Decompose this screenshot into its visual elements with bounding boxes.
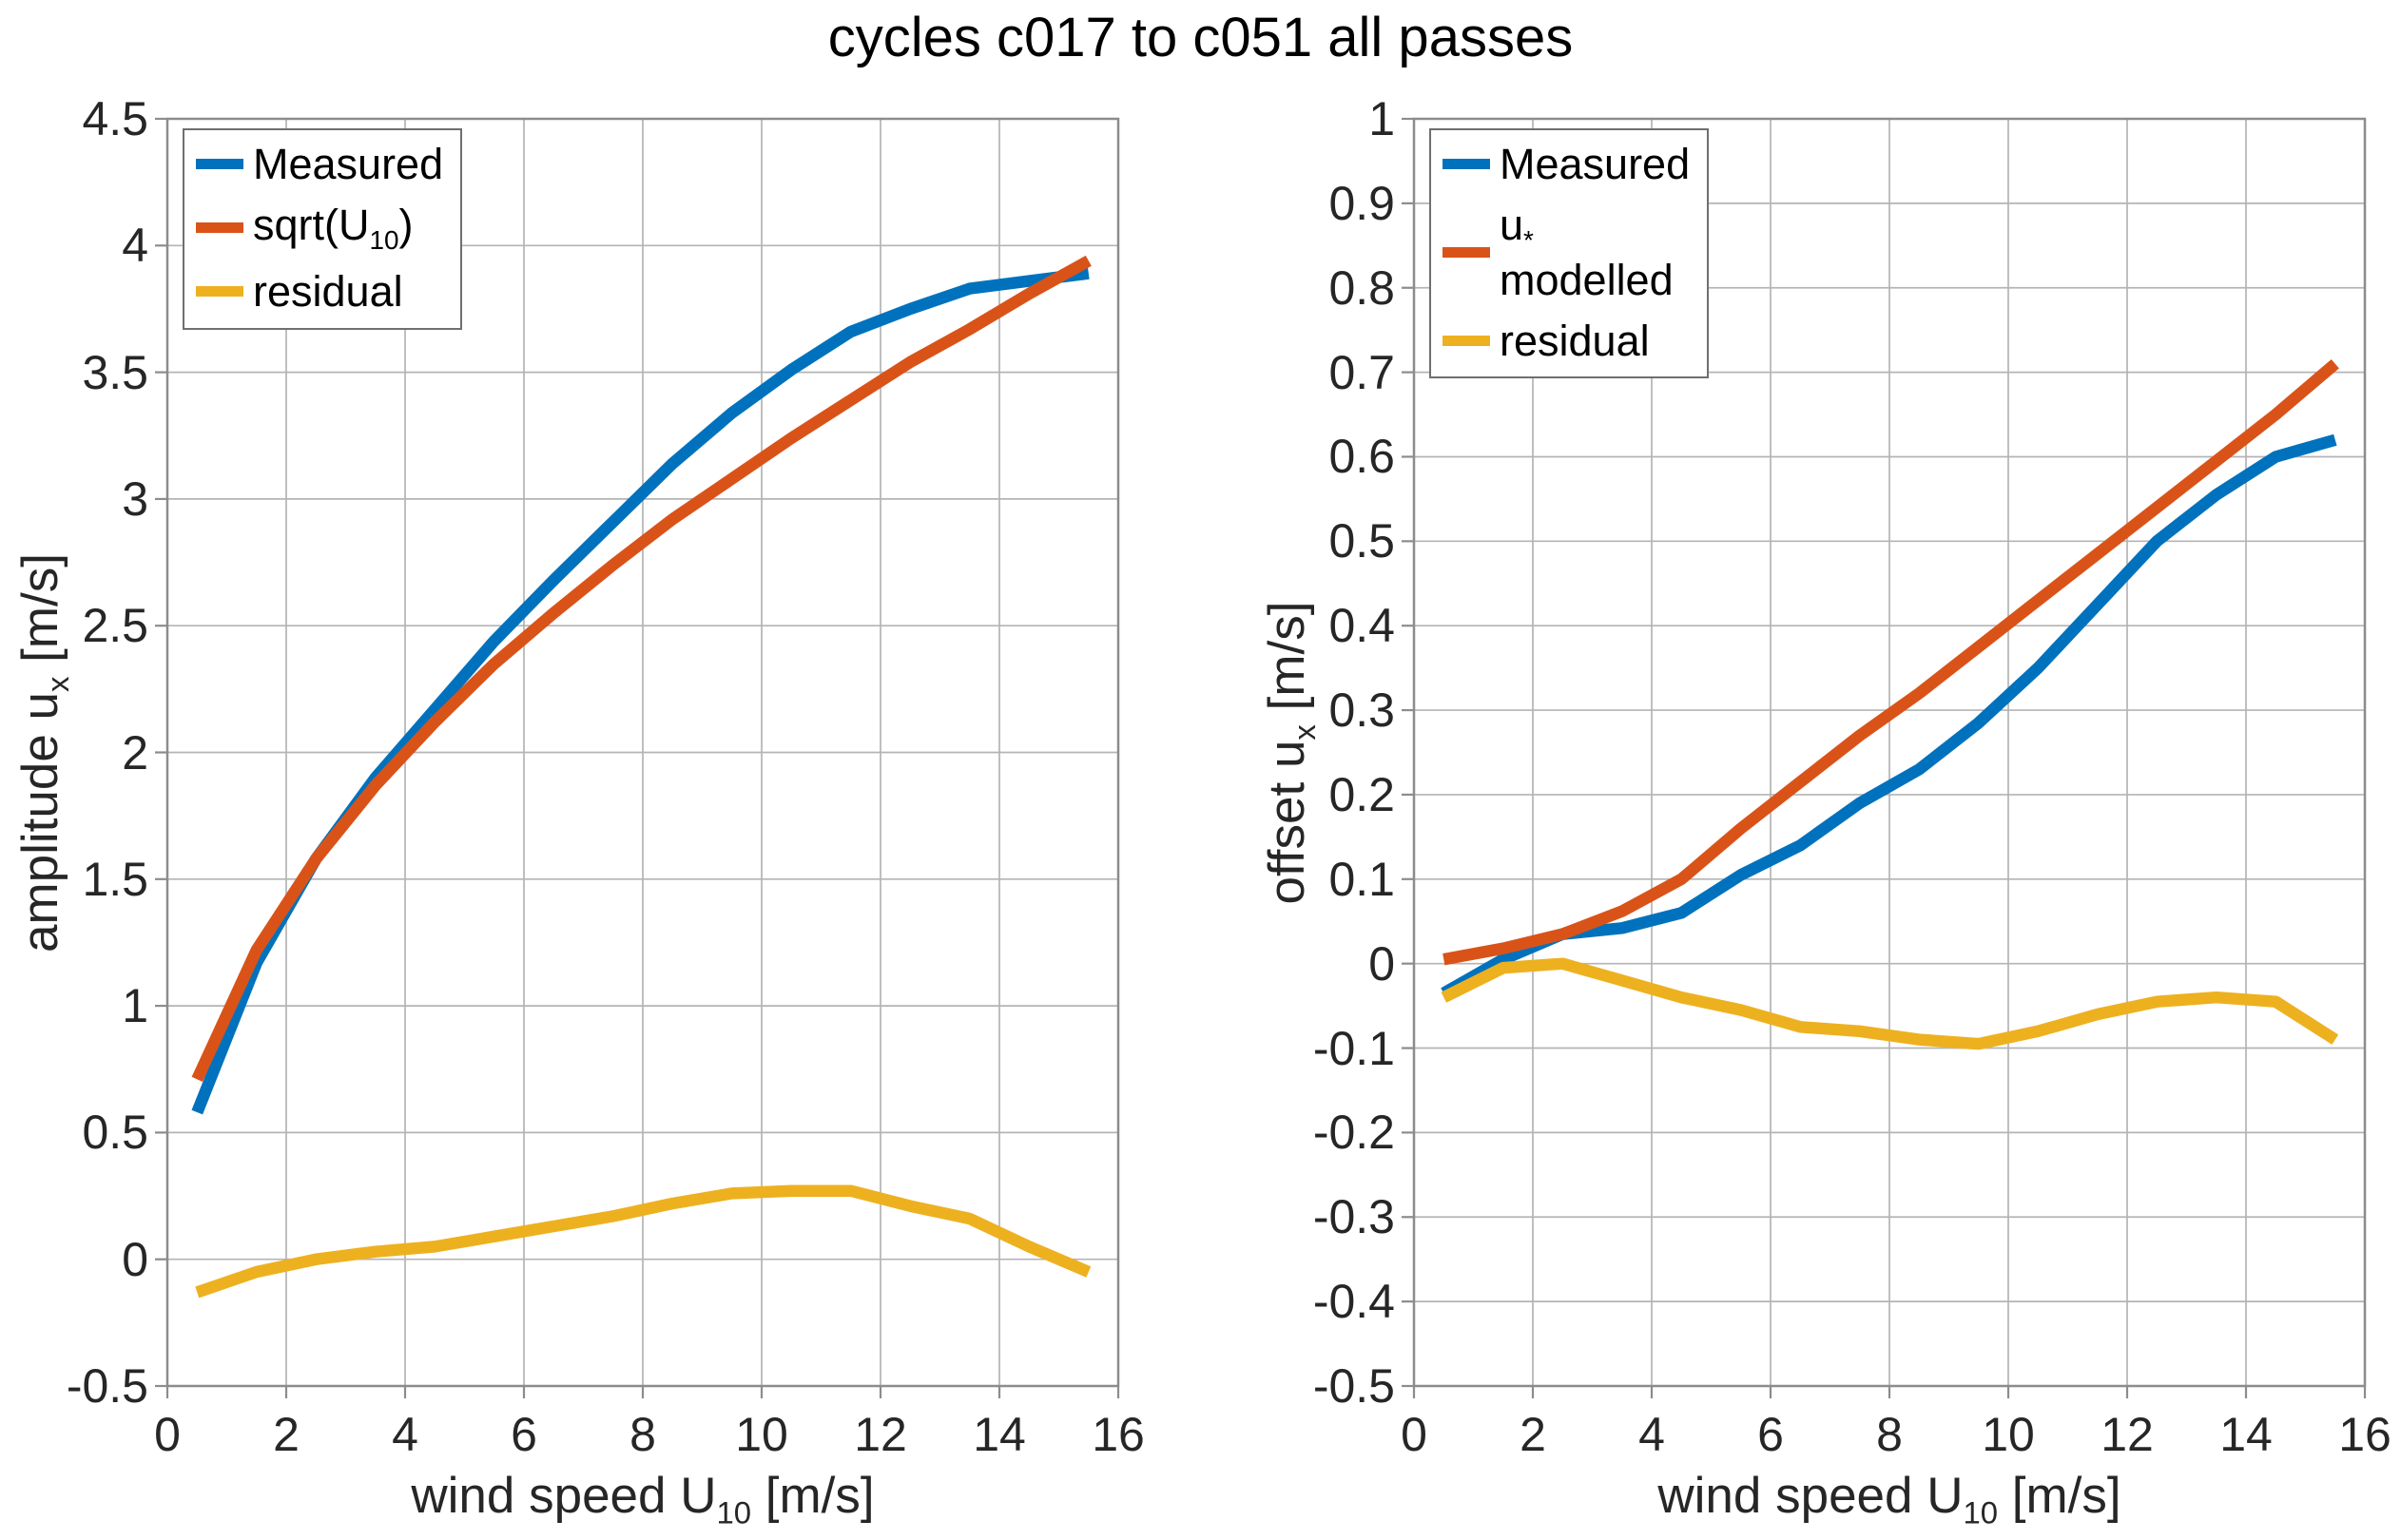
y-tick-label: 0.3 [1328, 683, 1395, 738]
series-line-residual [195, 1184, 1092, 1299]
legend-line-swatch [196, 159, 243, 170]
y-tick-label: 0.5 [1328, 514, 1395, 568]
series-line-sqrt-u-10- [191, 255, 1092, 1083]
legend-item: Measured [196, 140, 443, 189]
legend-item: Measured [1443, 140, 1690, 189]
y-tick-label: -0.5 [1312, 1359, 1395, 1413]
x-tick-label: 16 [1092, 1408, 1145, 1461]
y-tick-label: 2.5 [82, 599, 148, 653]
x-tick-label: 0 [1401, 1408, 1427, 1461]
axes-box [165, 117, 1120, 1388]
y-axis-label: offset ux [m/s] [1259, 601, 1322, 904]
y-axis-label: amplitude ux [m/s] [12, 552, 75, 953]
y-tick-label: 0.6 [1328, 430, 1395, 484]
y-tick-label: -0.3 [1312, 1190, 1395, 1244]
y-tick-label: 0.7 [1328, 345, 1395, 399]
x-tick-label: 2 [1520, 1408, 1546, 1461]
legend-label: residual [253, 266, 403, 316]
y-tick-label: 2 [122, 725, 148, 780]
x-tick-label: 2 [273, 1408, 300, 1461]
x-tick-label: 6 [1757, 1408, 1784, 1461]
x-tick-label: 8 [1876, 1408, 1903, 1461]
y-tick-label: 0.8 [1328, 260, 1395, 315]
series-line-residual [1441, 957, 2339, 1050]
x-tick-label: 4 [392, 1408, 418, 1461]
figure-title: cycles c017 to c051 all passes [827, 7, 1574, 68]
y-tick-label: 3 [122, 472, 148, 526]
y-tick-label: 1 [122, 979, 148, 1033]
legend-line-swatch [1443, 247, 1490, 259]
y-tick-label: -0.5 [66, 1359, 148, 1413]
legend-label: Measured [1500, 140, 1691, 188]
series-line-measured [1441, 433, 2337, 999]
y-tick-label: -0.1 [1312, 1021, 1395, 1075]
x-axis-label: wind speed U10 [m/s] [411, 1468, 875, 1530]
legend: Measured u* modelled residual [1429, 128, 1710, 379]
y-tick-label: 0 [122, 1232, 148, 1286]
y-tick-label: 0.4 [1328, 599, 1395, 653]
y-tick-label: 3.5 [82, 345, 148, 399]
x-tick-label: 10 [735, 1408, 788, 1461]
legend-line-swatch [1443, 159, 1490, 170]
x-tick-label: 12 [2101, 1408, 2154, 1461]
y-tick-label: 0.5 [82, 1106, 148, 1160]
y-tick-label: 0.9 [1328, 176, 1395, 230]
x-tick-label: 0 [154, 1408, 181, 1461]
legend-item: residual [196, 267, 443, 317]
plot-area [155, 117, 1120, 1398]
y-tick-label: 0.2 [1328, 767, 1395, 821]
legend-label: sqrt(U10) [253, 200, 414, 255]
legend-item: u* modelled [1443, 201, 1690, 305]
series-line-u-modelled [1443, 358, 2339, 966]
legend-item: sqrt(U10) [196, 201, 443, 256]
x-tick-label: 4 [1638, 1408, 1665, 1461]
x-tick-label: 12 [854, 1408, 907, 1461]
legend-label: u* modelled [1500, 200, 1674, 304]
y-tick-label: 0 [1368, 936, 1395, 991]
x-tick-label: 8 [629, 1408, 656, 1461]
x-tick-label: 6 [511, 1408, 537, 1461]
legend-line-swatch [196, 286, 243, 298]
legend-label: residual [1500, 316, 1650, 365]
y-tick-label: -0.2 [1312, 1106, 1395, 1160]
x-tick-label: 14 [973, 1408, 1026, 1461]
y-tick-label: 1.5 [82, 852, 148, 906]
legend: Measured sqrt(U10) residual [183, 128, 463, 330]
axes-box [1412, 117, 2367, 1388]
y-tick-label: -0.4 [1312, 1275, 1395, 1329]
legend-label: Measured [253, 140, 444, 188]
y-tick-label: 4.5 [82, 92, 148, 145]
x-axis-label: wind speed U10 [m/s] [1657, 1468, 2121, 1530]
x-tick-label: 14 [2219, 1408, 2273, 1461]
x-tick-label: 16 [2338, 1408, 2391, 1461]
legend-item: residual [1443, 317, 1690, 366]
plot-area [1402, 117, 2367, 1398]
y-tick-label: 0.1 [1328, 852, 1395, 906]
y-tick-label: 4 [122, 219, 148, 273]
legend-line-swatch [196, 222, 243, 234]
y-tick-label: 1 [1368, 92, 1395, 145]
x-tick-label: 10 [1982, 1408, 2035, 1461]
legend-line-swatch [1443, 335, 1490, 346]
